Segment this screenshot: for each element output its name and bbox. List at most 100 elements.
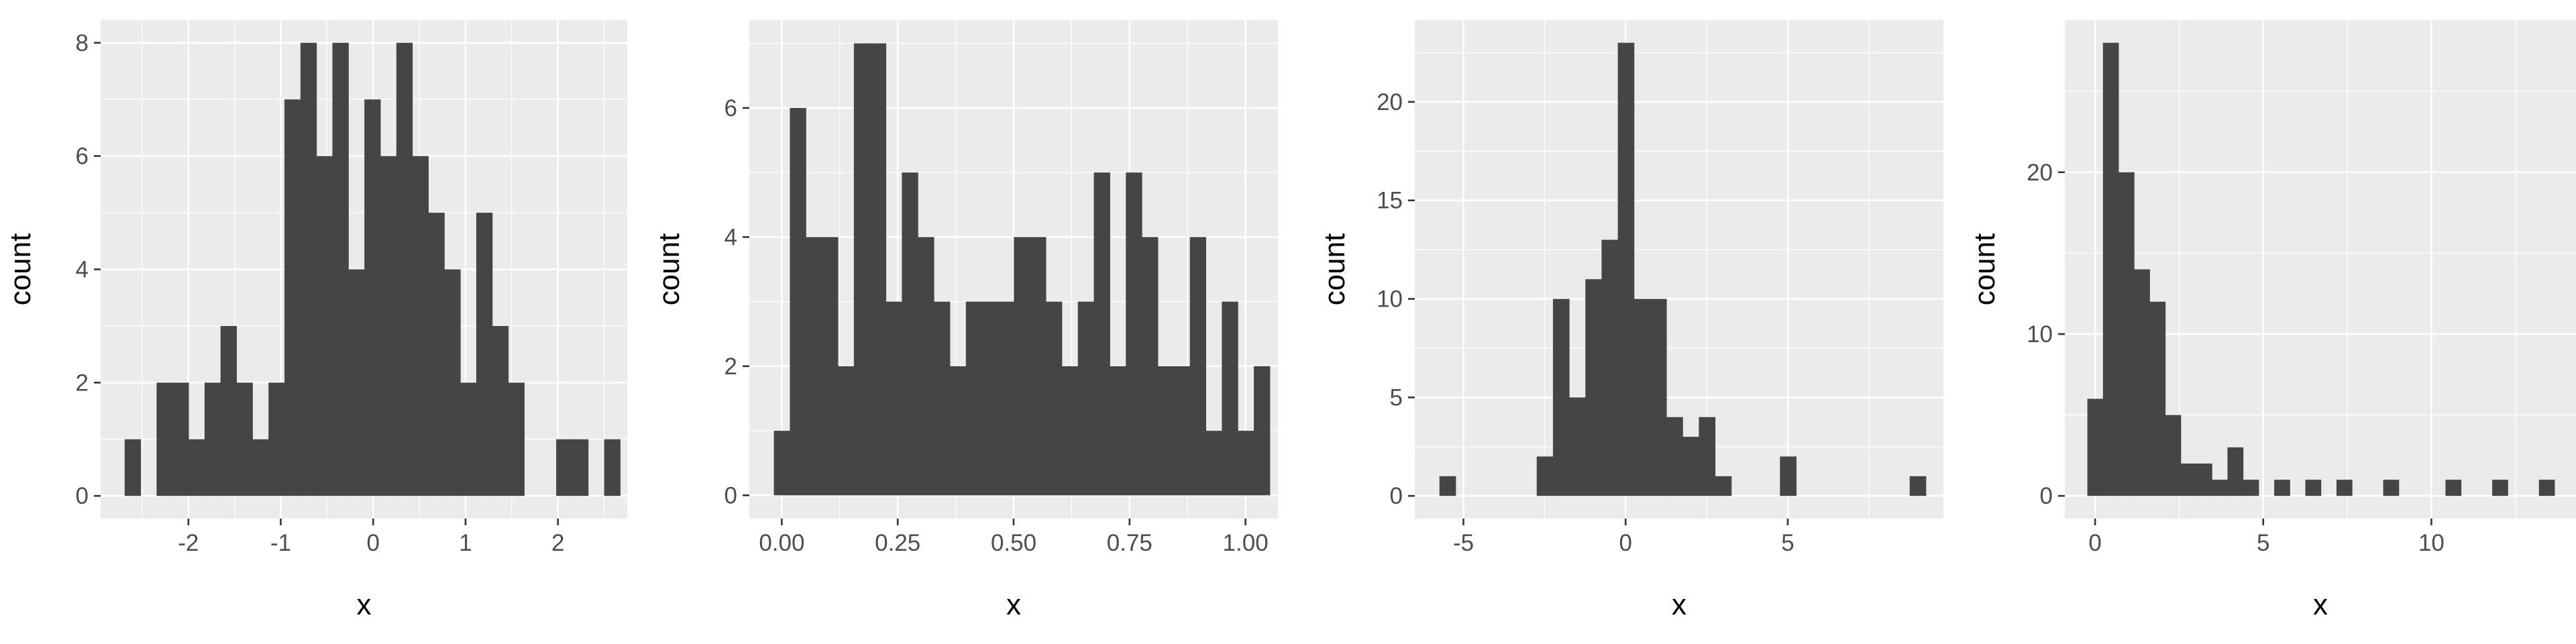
histogram-bar — [236, 382, 253, 496]
histogram-bar — [2149, 301, 2166, 496]
histogram-bar — [300, 42, 317, 496]
y-axis-title: count — [1968, 233, 2001, 306]
histogram-bar — [189, 439, 205, 496]
histogram-bar — [869, 43, 887, 496]
y-tick-label: 0 — [1390, 483, 1403, 509]
histogram-bar — [156, 382, 173, 496]
histogram-bar — [1552, 299, 1570, 496]
histogram-bar — [2165, 415, 2182, 496]
histogram-bar — [1222, 301, 1238, 496]
histogram-bar — [1585, 279, 1602, 496]
histogram-bar — [396, 42, 413, 496]
histogram-bar — [492, 325, 509, 496]
histogram-bar — [1157, 366, 1175, 496]
y-tick-label: 4 — [76, 257, 89, 283]
histogram-bar — [1126, 172, 1142, 496]
histogram-bar — [1633, 299, 1651, 496]
x-tick-label: 0 — [1619, 530, 1631, 556]
histogram-bar — [1439, 476, 1456, 496]
histogram-bar — [508, 382, 525, 496]
x-tick-label: -2 — [178, 530, 199, 556]
histogram-bar — [1699, 417, 1716, 496]
histogram-bar — [2336, 480, 2353, 496]
histogram-bar — [2243, 480, 2259, 496]
histogram-bar — [476, 213, 493, 496]
y-axis-title: count — [1318, 233, 1351, 306]
histogram-bar — [284, 99, 301, 496]
histogram-bar — [316, 156, 333, 496]
y-tick-label: 4 — [724, 224, 737, 250]
y-tick-label: 0 — [2040, 483, 2053, 509]
histogram-bar — [428, 213, 445, 496]
histogram-bar — [1254, 366, 1271, 496]
histogram-bar — [1014, 237, 1030, 496]
histogram-bar — [1093, 172, 1110, 496]
histogram-bar — [1061, 366, 1079, 496]
histogram-bar — [2212, 480, 2228, 496]
histogram-bar — [1173, 366, 1191, 496]
histogram-panel-2: 0.00 0.25 0.50 0.75 1.00 0 2 4 6 x count — [653, 20, 1278, 621]
histogram-bar — [902, 172, 918, 496]
histogram-panel-3: -5 0 5 0 5 10 15 20 x count — [1318, 20, 1943, 621]
y-axis-title: count — [4, 233, 37, 306]
histogram-bar — [412, 156, 429, 496]
histogram-bar — [364, 99, 381, 496]
histogram-bar — [2492, 480, 2508, 496]
histogram-bar — [1682, 437, 1699, 496]
histogram-bar — [2274, 480, 2290, 496]
histogram-bar — [1780, 456, 1797, 496]
histogram-bar — [1617, 42, 1635, 496]
histogram-bar — [204, 382, 221, 496]
histogram-bar — [1046, 301, 1063, 496]
histogram-bar — [2383, 480, 2400, 496]
y-tick-label: 2 — [76, 370, 89, 396]
histogram-bar — [1238, 431, 1254, 496]
histogram-bar — [1205, 431, 1222, 496]
histogram-bar — [572, 439, 589, 496]
y-tick-label: 6 — [724, 95, 737, 121]
y-tick-label: 8 — [76, 30, 89, 56]
x-tick-label: -1 — [270, 530, 291, 556]
histogram-bar — [998, 301, 1014, 496]
histogram-bar — [252, 439, 269, 496]
x-tick-label: 2 — [551, 530, 564, 556]
histogram-bar — [1650, 299, 1667, 496]
histogram-bar — [806, 237, 822, 496]
histogram-bar — [1715, 476, 1732, 496]
histogram-bar — [934, 301, 951, 496]
y-tick-label: 10 — [2027, 321, 2053, 347]
histogram-bar — [1142, 237, 1159, 496]
histogram-bar — [2102, 42, 2119, 496]
histogram-bar — [1909, 476, 1927, 496]
y-axis-title: count — [653, 233, 686, 306]
histogram-bar — [604, 439, 621, 496]
histogram-bar — [2087, 398, 2104, 496]
histogram-bar — [556, 439, 573, 496]
histogram-bar — [1569, 397, 1586, 496]
y-tick-label: 0 — [76, 483, 89, 509]
histogram-bar — [2118, 172, 2135, 496]
y-tick-label: 0 — [724, 482, 737, 508]
histogram-bar — [1077, 301, 1095, 496]
histogram-bar — [885, 301, 902, 496]
x-tick-label: 5 — [1781, 530, 1794, 556]
histogram-bar — [220, 325, 237, 496]
x-tick-label: 1 — [459, 530, 472, 556]
histogram-bar — [460, 382, 477, 496]
histogram-bar — [268, 382, 285, 496]
histogram-bar — [853, 43, 871, 496]
x-tick-label: 0 — [2088, 530, 2101, 556]
histogram-bar — [2445, 480, 2462, 496]
histogram-bar — [773, 431, 790, 496]
histogram-bar — [949, 366, 967, 496]
histogram-bar — [838, 366, 855, 496]
x-tick-label: -5 — [1453, 530, 1474, 556]
histogram-bar — [1110, 366, 1126, 496]
histogram-panel-1: -2 -1 0 1 2 0 2 4 6 8 x count — [4, 20, 627, 621]
histogram-panel-4: 0 5 10 0 10 20 x count — [1968, 20, 2576, 621]
y-tick-label: 2 — [724, 354, 737, 380]
histogram-bar — [124, 439, 142, 496]
y-tick-label: 20 — [2027, 160, 2053, 186]
y-tick-label: 15 — [1377, 188, 1403, 214]
histogram-bar — [1536, 456, 1554, 496]
